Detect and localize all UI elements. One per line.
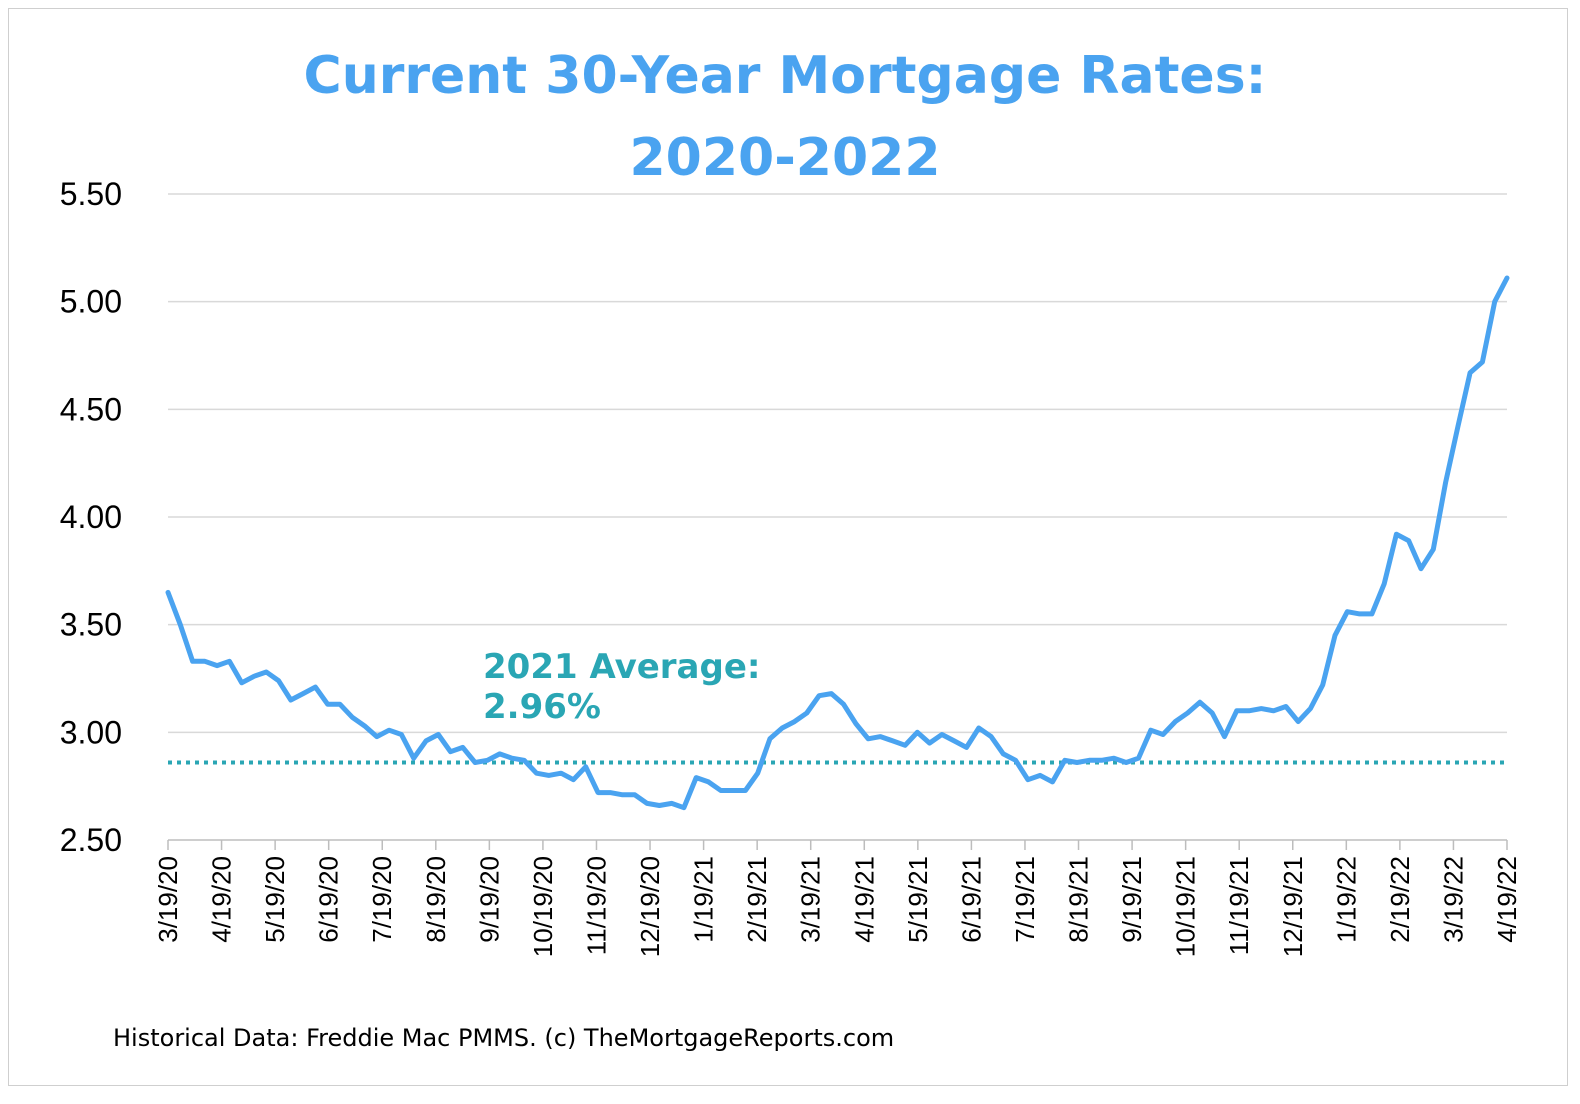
y-tick-label: 5.00 — [60, 284, 122, 320]
x-tick-label: 11/19/20 — [581, 856, 611, 955]
x-axis: 3/19/20 4/19/20 5/19/20 6/19/20 7/19/20 8/19/… — [153, 840, 1522, 957]
x-tick-label: 9/19/20 — [474, 856, 504, 943]
x-tick-label: 10/19/20 — [528, 856, 558, 957]
x-tick-label: 4/19/20 — [207, 856, 237, 943]
x-tick-label: 1/19/21 — [689, 856, 719, 943]
x-tick-label: 2/19/22 — [1385, 856, 1415, 943]
x-tick-label: 12/19/21 — [1278, 856, 1308, 957]
chart-frame — [8, 8, 1568, 1086]
y-tick-label: 5.50 — [60, 176, 122, 212]
x-tick-label: 3/19/21 — [796, 856, 826, 943]
x-tick-label: 6/19/20 — [314, 856, 344, 943]
y-axis-ticks: 5.50 5.00 4.50 4.00 3.50 3.00 2.50 — [60, 176, 122, 858]
y-tick-label: 4.00 — [60, 499, 122, 535]
y-tick-label: 4.50 — [60, 391, 122, 427]
y-tick-label: 3.00 — [60, 714, 122, 750]
x-tick-label: 3/19/20 — [153, 856, 183, 943]
rate-series-line — [165, 275, 1510, 811]
x-tick-label: 2/19/21 — [742, 856, 772, 943]
x-tick-label: 7/19/20 — [367, 856, 397, 943]
x-tick-label: 6/19/21 — [956, 856, 986, 943]
x-tick-label: 8/19/20 — [421, 856, 451, 943]
source-note: Historical Data: Freddie Mac PMMS. (c) T… — [113, 1024, 894, 1052]
x-tick-label: 1/19/22 — [1331, 856, 1361, 943]
x-tick-label: 8/19/21 — [1064, 856, 1094, 943]
chart-title-line-2: 2020-2022 — [629, 128, 940, 188]
annotation-value: 2.96% — [483, 687, 601, 727]
x-tick-label: 4/19/21 — [849, 856, 879, 943]
chart-title-line-1: Current 30-Year Mortgage Rates: — [304, 46, 1267, 106]
x-tick-label: 7/19/21 — [1010, 856, 1040, 943]
y-tick-label: 3.50 — [60, 607, 122, 643]
x-tick-label: 4/19/22 — [1492, 856, 1522, 943]
y-tick-label: 2.50 — [60, 822, 122, 858]
series-lines — [165, 275, 1510, 811]
x-tick-label: 5/19/21 — [903, 856, 933, 943]
x-tick-label: 5/19/20 — [260, 856, 290, 943]
x-tick-label: 3/19/22 — [1438, 856, 1468, 943]
x-tick-label: 10/19/21 — [1171, 856, 1201, 957]
x-tick-label: 9/19/21 — [1117, 856, 1147, 943]
x-tick-label: 11/19/21 — [1224, 856, 1254, 955]
gridlines — [168, 193, 1507, 841]
x-tick-label: 12/19/20 — [635, 856, 665, 957]
annotation-label: 2021 Average: — [483, 647, 761, 687]
